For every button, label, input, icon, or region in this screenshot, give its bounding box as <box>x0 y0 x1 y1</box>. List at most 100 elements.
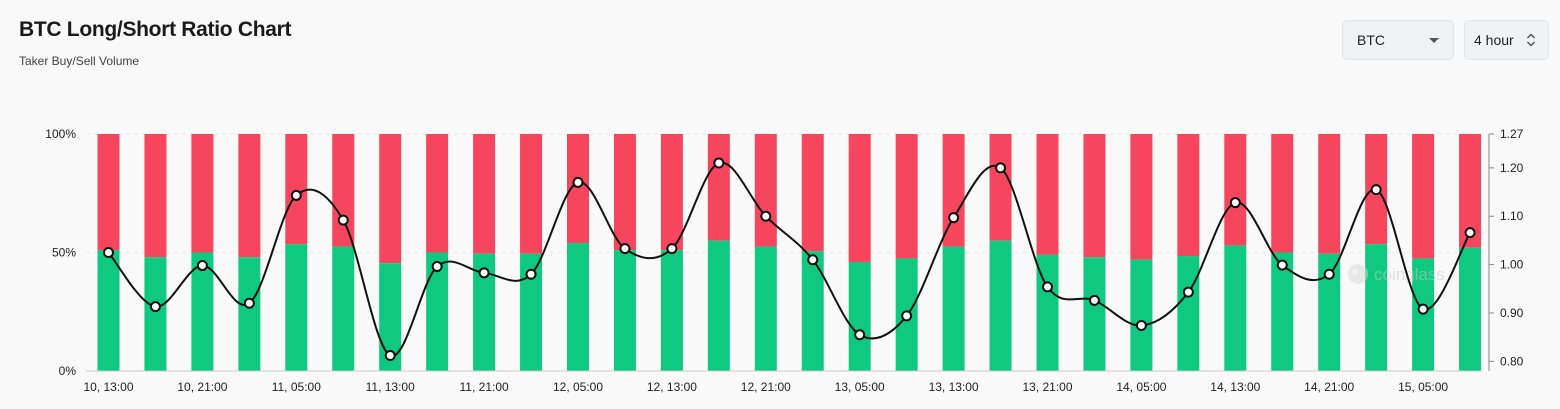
left-axis-tick-label: 100% <box>45 127 76 141</box>
ratio-point <box>290 189 302 201</box>
long-bar <box>1365 244 1388 371</box>
long-bar <box>520 253 543 371</box>
short-bar <box>1271 134 1294 253</box>
ratio-point <box>243 297 255 309</box>
long-bar <box>567 243 589 371</box>
short-bar <box>238 134 261 258</box>
ratio-point <box>1229 197 1241 209</box>
short-bar <box>379 134 402 264</box>
coin-select-value: BTC <box>1357 32 1385 48</box>
ratio-point <box>1088 294 1100 306</box>
ratio-point <box>1370 184 1382 196</box>
ratio-point <box>103 247 114 258</box>
long-bar <box>97 250 120 371</box>
x-axis-tick-label: 14, 13:00 <box>1210 380 1260 394</box>
short-bar <box>1177 134 1200 257</box>
x-axis-tick-label: 14, 21:00 <box>1304 380 1354 394</box>
short-bar <box>520 134 543 254</box>
long-bar <box>1271 252 1294 371</box>
interval-select-value: 4 hour <box>1474 32 1514 48</box>
short-bar <box>754 134 777 247</box>
bars <box>97 134 1482 371</box>
right-axis-tick-label: 1.10 <box>1500 209 1524 223</box>
long-bar <box>989 240 1012 371</box>
watermark: coinglass <box>1348 264 1445 284</box>
ratio-point <box>478 267 490 279</box>
short-bar <box>191 134 214 253</box>
x-axis-tick-label: 13, 05:00 <box>835 380 885 394</box>
ratio-point <box>854 329 866 341</box>
short-bar <box>1130 134 1153 260</box>
ratio-point <box>666 243 678 255</box>
coinglass-logo-icon <box>1348 264 1368 284</box>
up-down-chevron-icon <box>1526 32 1536 48</box>
x-axis-tick-label: 12, 05:00 <box>553 380 603 394</box>
x-axis-tick-label: 11, 13:00 <box>366 380 415 394</box>
chevron-down-icon <box>1429 37 1439 43</box>
short-bar <box>1036 134 1059 255</box>
long-bar <box>848 261 871 371</box>
ratio-point <box>1323 268 1335 280</box>
coin-select[interactable]: BTC <box>1342 20 1454 60</box>
short-bar <box>895 134 918 259</box>
ratio-point <box>1276 259 1288 271</box>
ratio-point <box>1135 320 1147 332</box>
x-axis-tick-label: 13, 13:00 <box>929 380 979 394</box>
page-title: BTC Long/Short Ratio Chart <box>19 18 292 41</box>
short-bar <box>1459 134 1482 248</box>
short-bar <box>1412 134 1435 259</box>
ratio-point <box>760 210 772 222</box>
short-bar <box>660 134 683 251</box>
long-bar <box>1412 258 1435 371</box>
long-bar <box>332 246 355 371</box>
axes: 0% 50% 100% 0.80 0.90 1.00 1.10 1.20 1.27 10, 13:… <box>45 127 1523 394</box>
long-bar <box>801 251 824 371</box>
long-bar <box>707 240 730 371</box>
ratio-point <box>995 162 1007 174</box>
short-bar <box>1318 134 1341 254</box>
right-axis-tick-label: 1.27 <box>1500 127 1524 141</box>
ratio-point <box>1417 303 1429 315</box>
short-bar <box>567 134 589 244</box>
watermark-text: coinglass <box>1374 265 1445 284</box>
ratio-line-path <box>107 161 1471 357</box>
x-axis-tick-label: 12, 21:00 <box>741 380 791 394</box>
ratio-point <box>572 176 584 188</box>
short-bar <box>707 134 730 241</box>
ratio-line <box>103 157 1476 362</box>
ratio-point <box>948 212 960 224</box>
short-bar <box>989 134 1012 241</box>
x-axis-tick-label: 13, 21:00 <box>1022 380 1072 394</box>
short-bar <box>473 134 496 254</box>
interval-select[interactable]: 4 hour <box>1464 20 1549 60</box>
x-axis-tick-label: 11, 05:00 <box>272 380 321 394</box>
short-bar <box>285 134 308 245</box>
ratio-point <box>713 157 725 169</box>
long-bar <box>238 257 261 371</box>
x-axis-tick-label: 15, 05:00 <box>1398 380 1448 394</box>
long-bar <box>1177 256 1200 371</box>
long-bar <box>379 263 402 371</box>
long-bar <box>1224 245 1247 371</box>
x-axis-tick-label: 14, 05:00 <box>1116 380 1166 394</box>
ratio-point <box>196 260 208 272</box>
ratio-point <box>807 254 819 266</box>
long-bar <box>1459 247 1482 371</box>
long-bar <box>1083 257 1106 371</box>
short-bar <box>848 134 871 262</box>
long-bar <box>473 253 496 371</box>
left-axis-tick-label: 0% <box>59 364 77 378</box>
left-axis-tick-label: 50% <box>52 246 76 260</box>
ratio-point <box>525 268 537 280</box>
ratio-point <box>431 261 443 273</box>
short-bar <box>942 134 965 247</box>
ratio-point <box>149 301 161 313</box>
long-bar <box>1318 253 1341 371</box>
short-bar <box>332 134 355 247</box>
ratio-point <box>1042 281 1053 293</box>
ratio-point <box>337 214 349 226</box>
ratio-point <box>619 243 631 255</box>
right-axis-tick-label: 1.20 <box>1500 161 1524 175</box>
page-subtitle: Taker Buy/Sell Volume <box>19 54 140 68</box>
